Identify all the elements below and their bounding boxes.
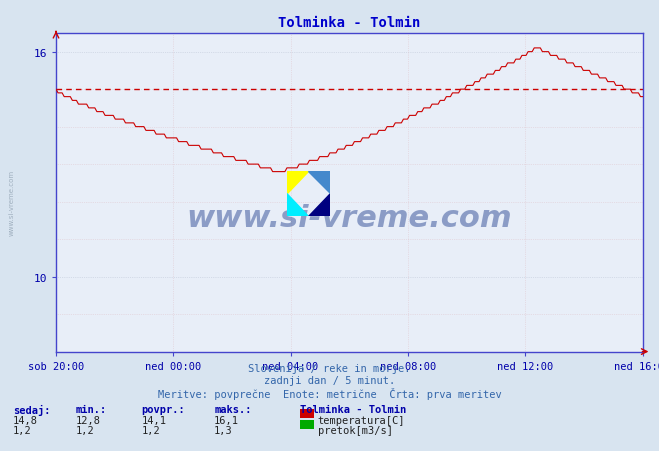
Text: Slovenija / reke in morje.: Slovenija / reke in morje. xyxy=(248,363,411,373)
Polygon shape xyxy=(308,194,330,216)
Text: povpr.:: povpr.: xyxy=(142,404,185,414)
Text: temperatura[C]: temperatura[C] xyxy=(318,415,405,425)
Text: 1,2: 1,2 xyxy=(142,425,160,435)
Text: www.si-vreme.com: www.si-vreme.com xyxy=(9,170,14,236)
Polygon shape xyxy=(308,171,330,194)
Polygon shape xyxy=(287,171,308,194)
Text: 1,3: 1,3 xyxy=(214,425,233,435)
Text: Meritve: povprečne  Enote: metrične  Črta: prva meritev: Meritve: povprečne Enote: metrične Črta:… xyxy=(158,387,501,400)
Text: min.:: min.: xyxy=(76,404,107,414)
Text: sedaj:: sedaj: xyxy=(13,404,51,414)
Text: zadnji dan / 5 minut.: zadnji dan / 5 minut. xyxy=(264,375,395,385)
Text: 14,1: 14,1 xyxy=(142,415,167,425)
Title: Tolminka - Tolmin: Tolminka - Tolmin xyxy=(278,16,420,30)
Text: Tolminka - Tolmin: Tolminka - Tolmin xyxy=(300,404,406,414)
Text: 16,1: 16,1 xyxy=(214,415,239,425)
Text: 14,8: 14,8 xyxy=(13,415,38,425)
Polygon shape xyxy=(287,194,308,216)
Text: www.si-vreme.com: www.si-vreme.com xyxy=(186,204,512,233)
Text: 1,2: 1,2 xyxy=(13,425,32,435)
Text: pretok[m3/s]: pretok[m3/s] xyxy=(318,425,393,435)
Text: maks.:: maks.: xyxy=(214,404,252,414)
Text: 12,8: 12,8 xyxy=(76,415,101,425)
Text: 1,2: 1,2 xyxy=(76,425,94,435)
